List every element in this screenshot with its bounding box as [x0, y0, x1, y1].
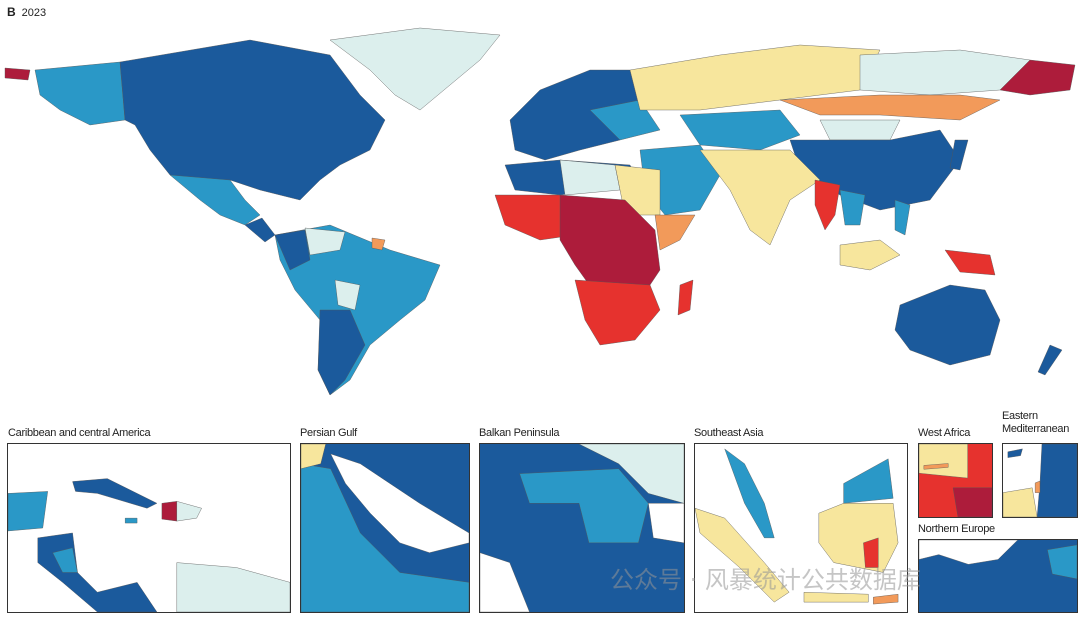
region-japan	[949, 139, 969, 171]
region-west-africa	[494, 194, 576, 241]
inset-label-balkan: Balkan Peninsula	[479, 427, 560, 439]
region-bolivia	[334, 279, 361, 311]
panel-year: 2023	[21, 7, 47, 19]
panel-title: B 2023	[7, 5, 46, 19]
inset-label-west-africa: West Africa	[918, 427, 971, 439]
region-guinea	[952, 487, 992, 517]
region-greenland	[329, 27, 501, 111]
region-sea	[480, 503, 684, 612]
region-romania	[519, 468, 649, 544]
region-indochina	[839, 189, 866, 226]
inset-persian-gulf	[300, 443, 470, 613]
region-east-africa	[654, 214, 696, 251]
region-ukraine	[578, 444, 684, 504]
region-kalimantan-south	[863, 537, 879, 568]
region-madagascar	[677, 279, 694, 316]
inset-balkan	[479, 443, 685, 613]
region-gambia	[923, 463, 949, 470]
region-russia-east	[999, 59, 1076, 96]
region-mongolia	[819, 119, 901, 141]
region-haiti	[161, 501, 178, 522]
region-south-america	[274, 224, 441, 396]
region-alaska	[34, 61, 126, 126]
region-colombia	[274, 229, 311, 271]
panel-letter: B	[7, 5, 16, 19]
region-cuba	[72, 478, 158, 509]
region-venezuela-inset	[176, 562, 290, 612]
region-nusa	[873, 593, 899, 605]
inset-label-persian-gulf: Persian Gulf	[300, 427, 357, 439]
region-sabah	[843, 458, 894, 504]
region-mexico	[169, 174, 261, 226]
inset-label-caribbean: Caribbean and central America	[8, 427, 151, 439]
region-cyprus	[1007, 448, 1023, 458]
region-kazakhstan	[679, 109, 801, 151]
region-southern-africa	[574, 279, 661, 346]
region-chukotka	[4, 67, 31, 81]
region-nicaragua	[52, 547, 78, 573]
world-map	[4, 27, 1076, 396]
watermark: 公众号 · 风暴统计公共数据库	[610, 566, 921, 594]
region-myanmar-thailand	[814, 179, 841, 231]
region-dominican	[176, 501, 202, 522]
region-egypt	[1003, 487, 1038, 517]
region-central-america-inset	[37, 532, 158, 612]
inset-label-northern-europe: Northern Europe	[918, 523, 995, 535]
region-iraq	[301, 444, 326, 469]
region-indonesia	[839, 239, 901, 271]
region-russia-south	[779, 94, 1001, 121]
inset-northern-europe	[918, 539, 1078, 613]
region-baltic	[1047, 544, 1077, 580]
region-gulf-water	[330, 453, 469, 553]
region-malay-peninsula	[724, 448, 775, 539]
region-philippines	[894, 199, 911, 236]
region-java	[803, 592, 869, 603]
region-sea-north	[919, 540, 1019, 565]
region-chile-argentina	[317, 309, 366, 396]
inset-eastern-med	[1002, 443, 1078, 518]
region-sumatra	[695, 508, 790, 603]
region-levant	[1036, 444, 1077, 517]
region-india	[699, 149, 821, 246]
inset-label-eastern-med: Eastern Mediterranean	[1002, 410, 1070, 435]
region-papua	[944, 249, 996, 276]
inset-caribbean	[7, 443, 291, 613]
region-australia	[894, 284, 1001, 366]
region-north-america	[119, 39, 386, 201]
inset-label-southeast-asia: Southeast Asia	[694, 427, 764, 439]
inset-west-africa	[918, 443, 993, 518]
region-venezuela	[304, 227, 346, 256]
region-new-zealand	[1037, 344, 1063, 376]
region-jamaica	[124, 517, 138, 524]
region-saudi	[301, 463, 469, 612]
region-guyana	[371, 237, 386, 251]
region-gaza	[1034, 480, 1041, 493]
region-senegal	[919, 444, 968, 479]
inset-southeast-asia	[694, 443, 908, 613]
region-sahara	[559, 159, 621, 196]
region-yucatan	[8, 491, 48, 532]
